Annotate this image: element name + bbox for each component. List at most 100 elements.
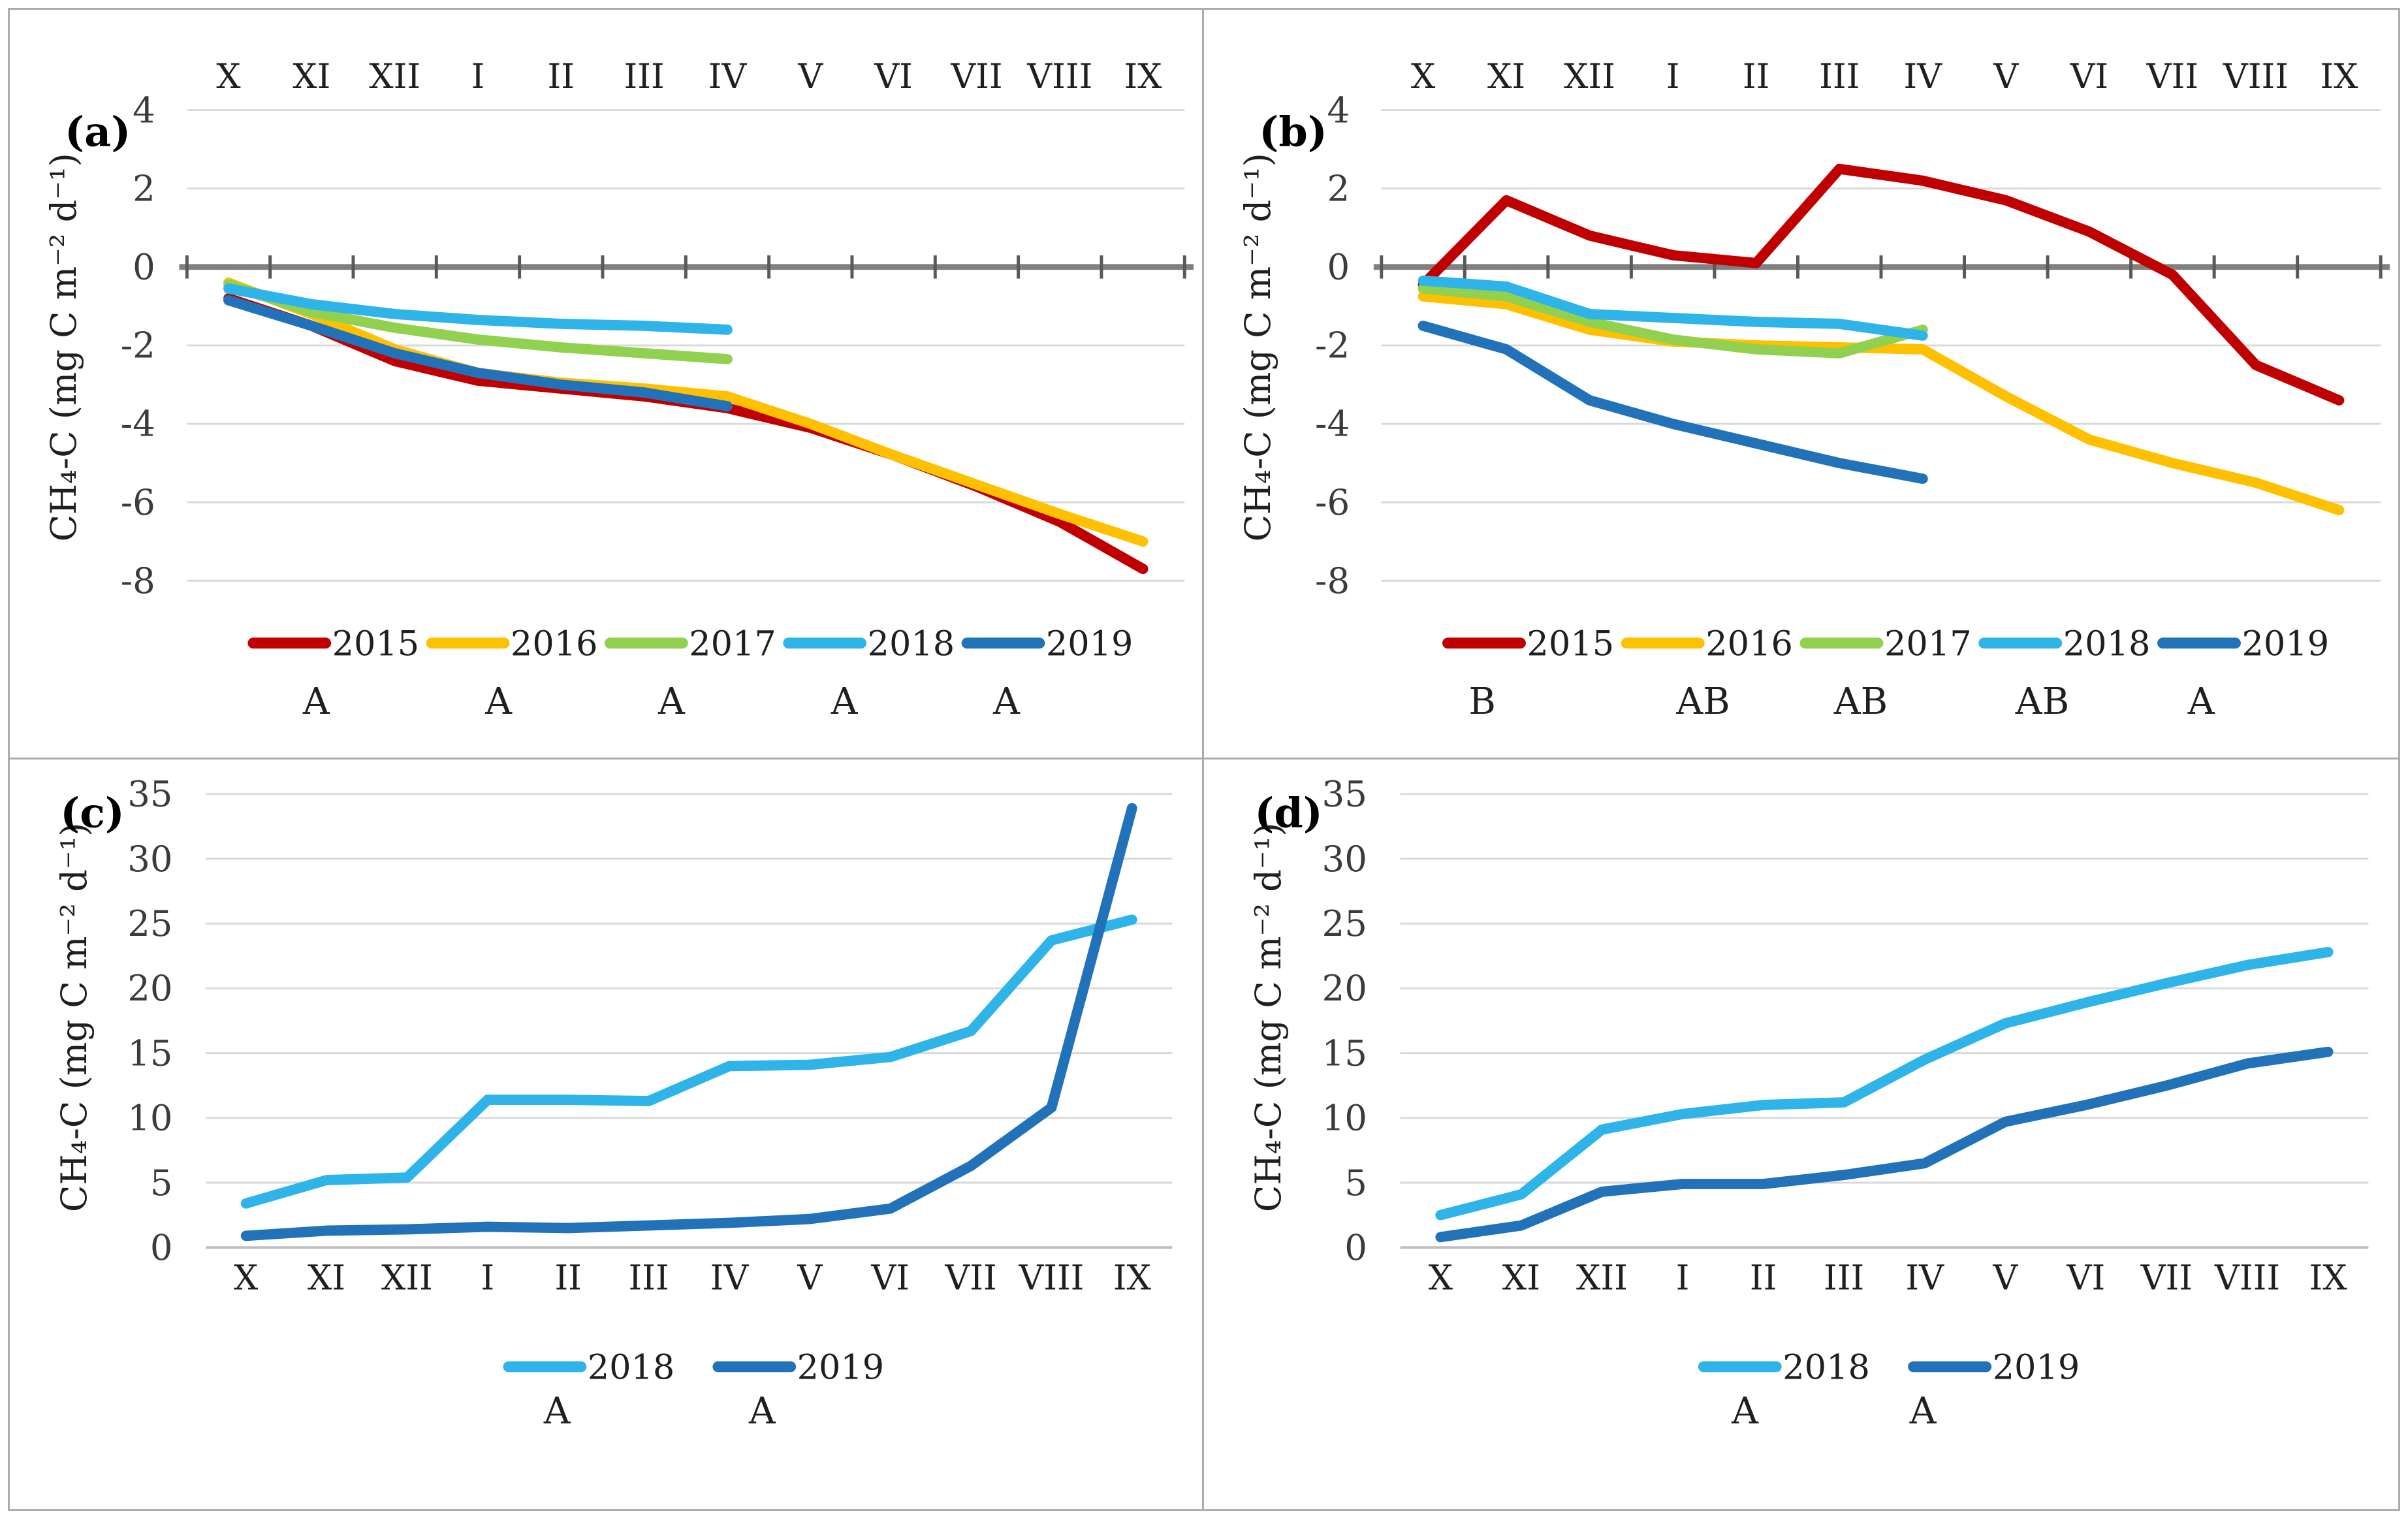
x-tick-label: VI: [2069, 57, 2108, 97]
significance-letter: A: [302, 680, 330, 723]
y-tick-label: 2: [133, 168, 155, 210]
y-axis-title: CH₄-C (mg C m⁻² d⁻¹): [43, 153, 84, 541]
panel-a: 4 2 0 -2 -4 -6 -8 X XI XII I II III IV V VI VII VIII IX CH₄…: [10, 10, 1204, 760]
significance-letter: A: [543, 1390, 571, 1433]
legend-label-2018: 2018: [868, 624, 955, 664]
legend-label-2018: 2018: [1782, 1348, 1870, 1388]
y-tick-label: -4: [1315, 404, 1350, 445]
significance-letter: B: [1468, 680, 1496, 723]
panel-label: (b): [1259, 108, 1327, 156]
y-tick-label: 4: [133, 89, 155, 131]
x-tick-label: III: [628, 1258, 669, 1298]
y-tick-label: 4: [1327, 89, 1350, 131]
panel-label: (a): [65, 108, 131, 156]
y-tick-label: 5: [1344, 1162, 1367, 1204]
series-line-2018: [240, 914, 1137, 1209]
y-tick-label: -8: [121, 560, 155, 601]
x-tick-label: XII: [1576, 1258, 1628, 1298]
legend-label-2015: 2015: [332, 624, 420, 664]
significance-letter: A: [831, 680, 859, 723]
panel-c: 35 30 25 20 15 10 5 0 X XI XII I II III IV V VI VII VIII IX…: [10, 760, 1204, 1509]
y-tick-label: 0: [150, 1227, 173, 1268]
legend-label-2016: 2016: [511, 624, 598, 664]
series-line-2019: [240, 803, 1137, 1241]
x-tick-label: II: [1750, 1258, 1777, 1298]
y-tick-label: 25: [127, 903, 172, 944]
x-tick-label: X: [1429, 1258, 1453, 1298]
x-tick-label: XII: [1564, 57, 1615, 97]
series-line-2018: [1418, 275, 1928, 341]
y-tick-label: 15: [1322, 1032, 1367, 1074]
x-tick-label: IV: [1905, 1258, 1944, 1298]
significance-letter: A: [1731, 1390, 1759, 1433]
legend-label-2018: 2018: [2063, 624, 2151, 664]
significance-letter: A: [657, 680, 686, 723]
legend-label-2015: 2015: [1527, 624, 1614, 664]
series-line-2017: [223, 279, 733, 364]
y-tick-label: 15: [127, 1032, 172, 1074]
series-line-2019: [223, 295, 733, 411]
x-tick-label: II: [554, 1258, 581, 1298]
legend-label-2019: 2019: [2242, 624, 2329, 664]
y-axis-title: CH₄-C (mg C m⁻² d⁻¹): [1247, 823, 1289, 1213]
significance-letter: A: [992, 680, 1021, 723]
y-tick-label: 30: [127, 839, 172, 880]
legend-label-2016: 2016: [1705, 624, 1793, 664]
series-line-2017: [1418, 283, 1928, 359]
x-tick-label: VIII: [1018, 1258, 1084, 1298]
y-tick-label: -2: [1315, 325, 1350, 366]
y-axis-title: CH₄-C (mg C m⁻² d⁻¹): [1237, 153, 1278, 541]
series-line-2018: [223, 283, 733, 335]
four-panel-methane-flux-figure: 4 2 0 -2 -4 -6 -8 X XI XII I II III IV V VI VII VIII IX CH₄…: [8, 8, 2400, 1511]
x-tick-label: VIII: [2223, 57, 2289, 97]
significance-letter: AB: [2015, 680, 2069, 723]
y-tick-label: 35: [127, 774, 172, 815]
y-tick-label: 2: [1327, 168, 1350, 210]
x-tick-label: V: [1992, 1258, 2018, 1298]
x-tick-label: IV: [710, 1258, 750, 1298]
significance-letter: A: [1909, 1390, 1937, 1433]
y-tick-label: 25: [1322, 903, 1367, 944]
x-tick-label: XII: [369, 57, 420, 97]
significance-letter: AB: [1833, 680, 1888, 723]
x-tick-label: XII: [381, 1258, 433, 1298]
x-tick-label: VII: [2140, 1258, 2193, 1298]
x-tick-label: V: [797, 1258, 823, 1298]
panel-label: (d): [1254, 789, 1322, 837]
panel-d: 35 30 25 20 15 10 5 0 X XI XII I II III IV V VI VII VIII IX…: [1204, 760, 2398, 1509]
x-tick-label: VI: [870, 1258, 910, 1298]
x-tick-label: XI: [1502, 1258, 1540, 1298]
y-tick-label: -6: [121, 482, 155, 523]
x-tick-label: IX: [1113, 1258, 1152, 1298]
x-tick-label: V: [1993, 57, 2019, 97]
x-tick-label: XI: [308, 1258, 345, 1298]
panel-b: 4 2 0 -2 -4 -6 -8 X XI XII I II III IV V VI VII VIII IX CH₄…: [1204, 10, 2398, 760]
y-tick-label: -2: [121, 325, 155, 366]
significance-letter: A: [2187, 680, 2215, 723]
y-tick-label: -8: [1315, 560, 1350, 601]
x-tick-label: II: [1743, 57, 1770, 97]
series-line-2019: [1435, 1046, 2334, 1243]
x-tick-label: V: [797, 57, 823, 97]
x-tick-label: IX: [2309, 1258, 2347, 1298]
x-tick-label: XI: [1487, 57, 1525, 97]
x-tick-label: VI: [2067, 1258, 2106, 1298]
y-tick-label: 20: [1322, 967, 1367, 1009]
panel-label: (c): [60, 789, 125, 837]
y-tick-label: 35: [1322, 773, 1367, 815]
y-tick-label: 0: [1327, 247, 1350, 288]
legend-label-2018: 2018: [588, 1348, 675, 1388]
x-tick-label: II: [548, 57, 575, 97]
y-axis-title: CH₄-C (mg C m⁻² d⁻¹): [54, 823, 95, 1213]
y-tick-label: -4: [121, 404, 155, 445]
x-tick-label: X: [216, 57, 240, 97]
x-tick-label: I: [1676, 1258, 1690, 1298]
x-tick-label: VI: [874, 57, 913, 97]
x-tick-label: VII: [944, 1258, 996, 1298]
x-tick-label: III: [624, 57, 665, 97]
legend-label-2017: 2017: [1884, 624, 1972, 664]
significance-letter: AB: [1675, 680, 1730, 723]
x-tick-label: I: [471, 57, 485, 97]
y-tick-label: 10: [127, 1098, 172, 1139]
